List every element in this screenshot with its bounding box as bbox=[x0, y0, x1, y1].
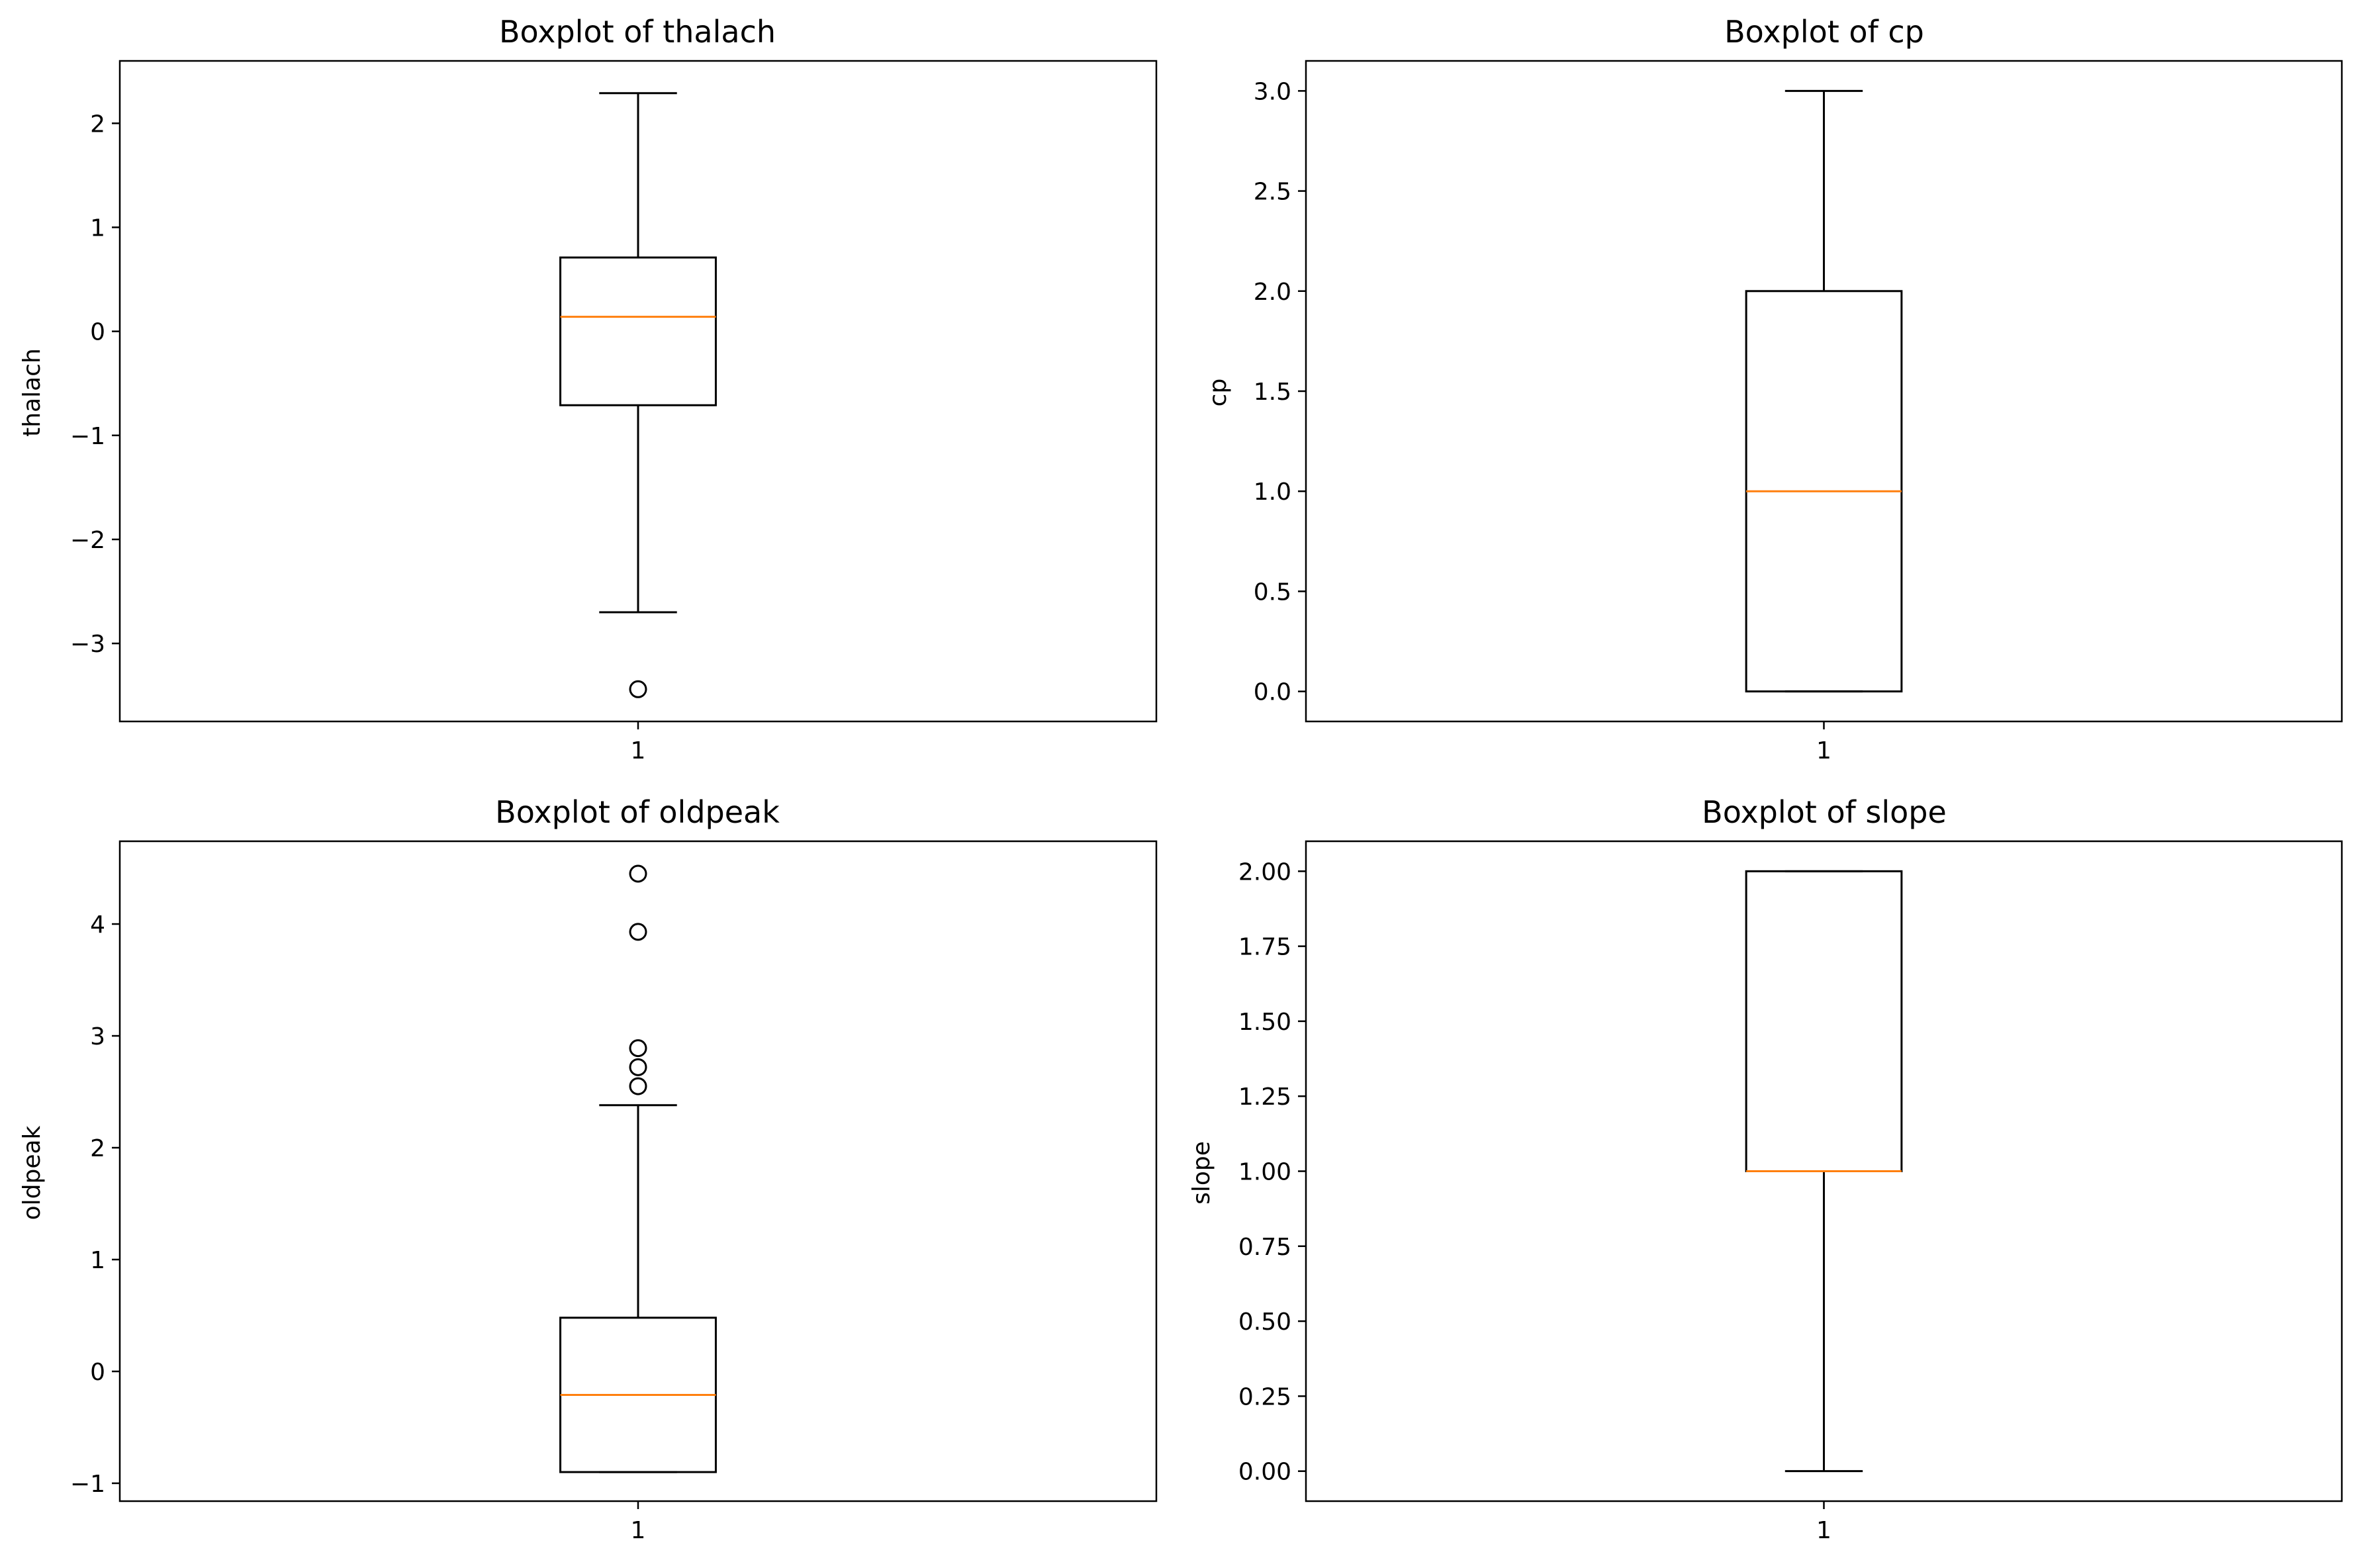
subplot-title: Boxplot of thalach bbox=[499, 14, 776, 50]
x-tick-label: 1 bbox=[1816, 1517, 1831, 1544]
y-tick-label: 1.5 bbox=[1254, 379, 1291, 406]
outlier-point bbox=[629, 1039, 647, 1058]
outlier-point bbox=[629, 923, 647, 941]
y-axis-label: cp bbox=[1205, 379, 1232, 407]
y-tick-label: 1.25 bbox=[1238, 1084, 1291, 1111]
y-axis-label: oldpeak bbox=[19, 1125, 46, 1220]
x-tick-label: 1 bbox=[631, 1517, 646, 1544]
subplot-title: Boxplot of slope bbox=[1702, 794, 1947, 830]
y-tick-label: −1 bbox=[70, 423, 105, 450]
outlier-point bbox=[629, 864, 647, 883]
iqr-box bbox=[559, 256, 717, 406]
x-tick-label: 1 bbox=[1816, 737, 1831, 764]
y-axis-label: thalach bbox=[19, 348, 46, 437]
y-tick-label: 1.00 bbox=[1238, 1159, 1291, 1186]
y-tick-label: 2.0 bbox=[1254, 279, 1291, 306]
y-tick-label: 2.00 bbox=[1238, 858, 1291, 886]
subplot-oldpeak: Boxplot of oldpeak oldpeak −1 0 1 2 3 4 1 bbox=[19, 794, 1158, 1544]
y-tick-label: 3.0 bbox=[1254, 78, 1291, 105]
y-tick-label: 2.5 bbox=[1254, 179, 1291, 206]
plot-area: −1 0 1 2 3 4 1 bbox=[70, 840, 1158, 1544]
y-axis-label: slope bbox=[1188, 1141, 1215, 1205]
subplot-title: Boxplot of cp bbox=[1724, 14, 1924, 50]
y-tick-label: 2 bbox=[90, 1135, 105, 1162]
outlier-point bbox=[629, 1058, 647, 1076]
y-tick-label: 1.0 bbox=[1254, 479, 1291, 506]
subplot-cp: Boxplot of cp cp 0.0 0.5 1.0 1.5 2.0 2.5 3.0 1 bbox=[1205, 14, 2343, 764]
y-tick-label: 1.75 bbox=[1238, 934, 1291, 961]
y-tick-label: 0.50 bbox=[1238, 1309, 1291, 1336]
y-tick-label: 0.5 bbox=[1254, 578, 1291, 606]
y-tick-label: 3 bbox=[90, 1023, 105, 1050]
y-tick-label: 4 bbox=[90, 911, 105, 939]
y-tick-label: 0.75 bbox=[1238, 1234, 1291, 1261]
y-tick-label: 1 bbox=[90, 214, 105, 242]
y-tick-label: 0 bbox=[90, 1359, 105, 1386]
subplot-slope: Boxplot of slope slope 0.00 0.25 0.50 0.75 1… bbox=[1188, 794, 2343, 1544]
outlier-point bbox=[629, 1077, 647, 1095]
y-tick-label: −3 bbox=[70, 631, 105, 658]
y-tick-label: 0 bbox=[90, 319, 105, 346]
plot-area: −3 −2 −1 0 1 2 1 bbox=[70, 60, 1158, 764]
outlier-point bbox=[629, 680, 647, 698]
y-tick-label: 2 bbox=[90, 111, 105, 138]
y-tick-label: 1.50 bbox=[1238, 1009, 1291, 1036]
plot-area: 0.0 0.5 1.0 1.5 2.0 2.5 3.0 1 bbox=[1254, 60, 2343, 764]
y-tick-label: −1 bbox=[70, 1471, 105, 1498]
x-tick-label: 1 bbox=[631, 737, 646, 764]
y-tick-label: −2 bbox=[70, 527, 105, 554]
y-tick-label: 1 bbox=[90, 1247, 105, 1274]
subplot-thalach: Boxplot of thalach thalach −3 −2 −1 0 1 2 1 bbox=[19, 14, 1158, 764]
y-tick-label: 0.0 bbox=[1254, 679, 1291, 706]
y-tick-label: 0.00 bbox=[1238, 1459, 1291, 1486]
y-tick-label: 0.25 bbox=[1238, 1383, 1291, 1410]
subplot-title: Boxplot of oldpeak bbox=[495, 794, 780, 830]
plot-area: 0.00 0.25 0.50 0.75 1.00 1.25 1.50 1.75 2.00 1 bbox=[1238, 840, 2343, 1544]
